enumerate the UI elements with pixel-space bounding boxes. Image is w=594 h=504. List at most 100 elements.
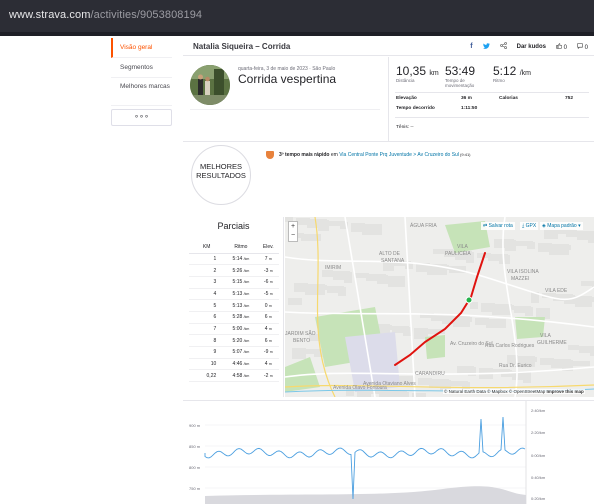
activity-sidenav: Visão geral Segmentos Melhores marcas ∘∘… — [111, 38, 172, 126]
nav-item-best-efforts[interactable]: Melhores marcas — [111, 78, 172, 106]
map-label: ALTO DE — [379, 251, 401, 257]
map-label: MAZZEI — [511, 276, 529, 282]
elevation-label: Elevação — [396, 96, 417, 101]
layers-icon: ◈ — [542, 223, 546, 229]
splits-col-km: KM — [189, 242, 225, 254]
calories-value: 752 — [565, 96, 574, 101]
map-label: IMIRIM — [325, 265, 341, 271]
map-label: ÁGUA FRIA — [410, 222, 437, 229]
splits-col-elev: Elev. — [257, 242, 279, 254]
splits-row: 3 5:15 /km -6 m — [189, 276, 279, 289]
splits-row: 9 5:07 /km -9 m — [189, 346, 279, 359]
right-tick-3: 0:00/km — [531, 453, 546, 458]
save-route-button[interactable]: ⇄ Salvar rota — [481, 222, 515, 230]
splits-row: 0,22 4:58 /km -2 m — [189, 369, 279, 383]
activity-date: quarta-feira, 3 de maio de 2023 · São Pa… — [238, 66, 336, 72]
thumbs-up-icon — [556, 42, 563, 49]
map-label: SANTANA — [381, 258, 405, 264]
left-tick-2: 850 m — [189, 444, 201, 449]
shoes-info: Tênis: -- — [396, 125, 414, 130]
nav-more-button[interactable]: ∘∘∘ — [111, 109, 172, 126]
browser-url-bar[interactable]: www.strava.com/activities/9053808194 — [0, 0, 594, 32]
activity-title: Corrida vespertina — [238, 72, 337, 86]
splits-row: 1 5:14 /km 7 m — [189, 253, 279, 266]
splits-col-pace: Ritmo — [224, 242, 258, 254]
map-label: Av. Cruzeiro do Sul — [450, 341, 493, 347]
summary-divider — [190, 109, 380, 110]
give-kudos-button[interactable]: Dar kudos — [516, 43, 546, 50]
right-tick-2: 2:20/km — [531, 430, 546, 435]
best-results-badge: MELHORES RESULTADOS — [191, 145, 251, 205]
activity-stats: 10,35 km Distância 53:49 Tempo de movime… — [388, 57, 594, 142]
elapsed-label: Tempo decorrido — [396, 106, 435, 111]
map-label: Rua Carlos Rodrigues — [485, 343, 535, 349]
map-label: VILA EDE — [545, 288, 568, 294]
route-icon: ⇄ — [483, 223, 488, 229]
map-zoom-controls[interactable]: + − — [288, 221, 298, 242]
stats-divider-2 — [395, 117, 589, 118]
gpx-button[interactable]: ⤓ GPX — [520, 222, 539, 230]
calories-label: Calorias — [499, 96, 518, 101]
site-top-strip — [0, 32, 594, 36]
map-label: Avenida Otaviano Alves — [363, 381, 416, 387]
map-label: CARANDIRU — [415, 371, 445, 377]
splits-row: 5 5:13 /km 0 m — [189, 299, 279, 312]
splits-row: 2 5:26 /km -3 m — [189, 264, 279, 277]
right-tick-4: 0:40/km — [531, 475, 546, 480]
share-icon[interactable] — [499, 42, 507, 51]
splits-row: 6 5:28 /km 6 m — [189, 311, 279, 324]
splits-row: 7 5:00 /km 4 m — [189, 323, 279, 336]
zoom-out-button[interactable]: − — [290, 232, 296, 239]
splits-row: 8 5:20 /km 6 m — [189, 334, 279, 347]
stat-distance: 10,35 km Distância — [396, 64, 439, 83]
trophy-icon — [266, 151, 274, 159]
left-tick-4: 750 m — [189, 486, 201, 491]
map-label: BENTO — [293, 338, 310, 344]
left-tick-3: 800 m — [189, 465, 201, 470]
activity-summary: quarta-feira, 3 de maio de 2023 · São Pa… — [183, 57, 594, 142]
splits-title: Parciais — [217, 221, 250, 231]
left-tick-1: 900 m — [189, 423, 201, 428]
map-label: PAULICÉIA — [445, 250, 471, 257]
map-label: VILA ISOLINA — [507, 269, 539, 275]
splits-panel: Parciais KM Ritmo Elev. 1 5:14 /km 7 m 2 5:2… — [183, 217, 284, 397]
best-results: MELHORES RESULTADOS 3º tempo mais rápido … — [183, 143, 594, 209]
comments-count[interactable]: 0 — [577, 42, 588, 51]
map-label: GUILHERME — [537, 340, 567, 346]
splits-table: KM Ritmo Elev. 1 5:14 /km 7 m 2 5:26 /km -3 m… — [189, 242, 279, 383]
map-label: VILA — [457, 244, 469, 250]
improve-map-link[interactable]: Improve this map — [546, 389, 584, 394]
right-tick-1: 2:40/km — [531, 408, 546, 413]
route-map[interactable]: ÁGUA FRIA ALTO DE SANTANA VILA PAULICÉIA VILA… — [285, 217, 594, 397]
right-tick-5: 0:20/km — [531, 496, 546, 501]
comment-icon — [577, 42, 583, 49]
splits-row: 10 4:46 /km 4 m — [189, 358, 279, 371]
best-result-line: 3º tempo mais rápido em Via Central Pont… — [279, 152, 471, 158]
nav-item-segments[interactable]: Segmentos — [111, 58, 172, 78]
elapsed-value: 1:11:50 — [461, 106, 478, 111]
stats-divider — [395, 92, 589, 93]
map-attribution: © Natural Earth Data © Mapbox © OpenStre… — [443, 389, 585, 394]
elevation-value: 36 m — [461, 96, 472, 101]
athlete-title: Natalia Siqueira – Corrida — [193, 42, 291, 51]
chevron-down-icon: ▾ — [578, 223, 581, 229]
segment-link[interactable]: Via Central Ponte Prq Juventude > Av Cru… — [339, 152, 459, 158]
splits-row: 4 5:13 /km -5 m — [189, 288, 279, 301]
facebook-icon[interactable]: f — [470, 43, 473, 50]
elevation-pace-chart[interactable]: 900 m 850 m 800 m 750 m 2:40/km 2:20/km … — [183, 400, 594, 504]
kudos-count[interactable]: 0 — [556, 42, 567, 51]
activity-header: Natalia Siqueira – Corrida f Dar kudos 0… — [183, 38, 594, 56]
athlete-avatar[interactable] — [190, 65, 230, 105]
stat-pace: 5:12 /km Ritmo — [493, 64, 531, 83]
url-text[interactable]: www.strava.com/activities/9053808194 — [9, 9, 203, 21]
zoom-in-button[interactable]: + — [290, 223, 296, 230]
nav-item-overview[interactable]: Visão geral — [111, 38, 172, 58]
map-label: VILA — [540, 333, 552, 339]
map-style-select[interactable]: ◈ Mapa padrão ▾ — [540, 222, 583, 230]
map-label: Rua Dr. Eurico — [499, 363, 532, 369]
twitter-icon[interactable] — [482, 42, 490, 51]
download-icon: ⤓ — [522, 223, 525, 229]
stat-moving-time: 53:49 Tempo de movimentação — [445, 64, 476, 88]
map-label: JARDIM SÃO — [285, 330, 316, 337]
header-actions: f Dar kudos 0 0 — [460, 42, 588, 51]
